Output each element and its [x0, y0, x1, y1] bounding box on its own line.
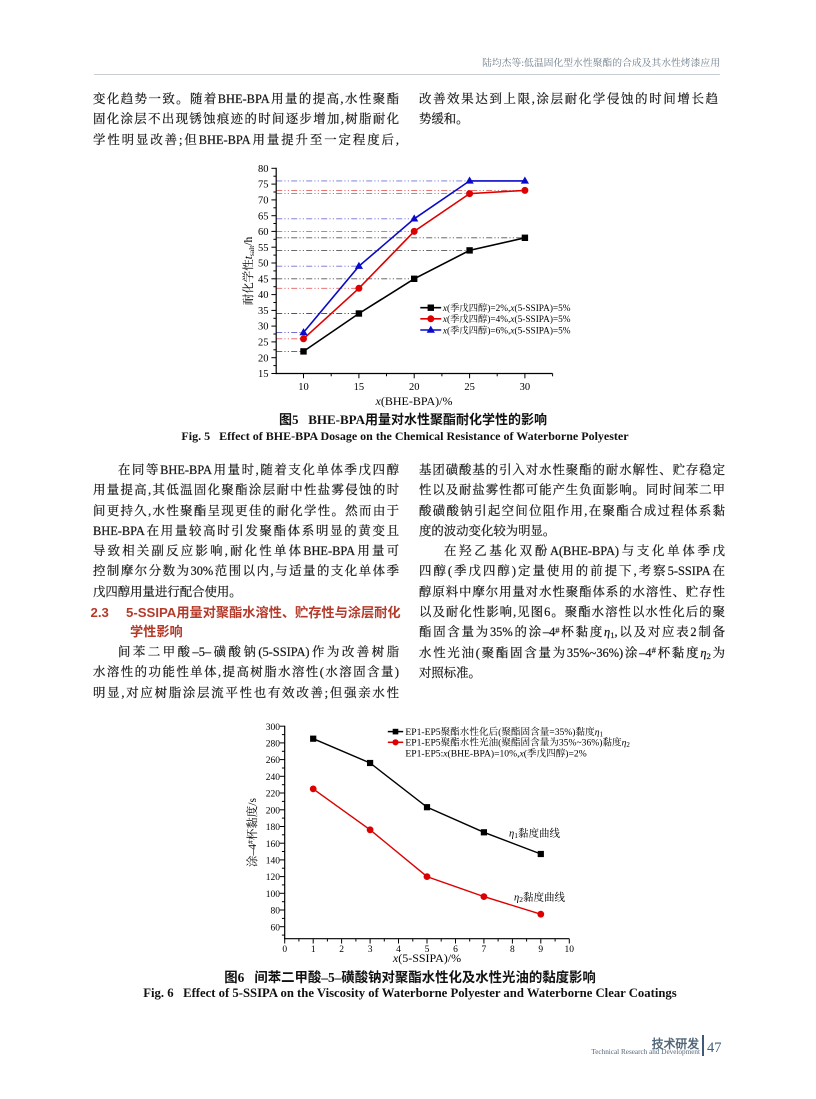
svg-text:260: 260 — [266, 756, 281, 766]
svg-text:25: 25 — [258, 338, 269, 349]
svg-text:x(季戊四醇)=4%,x(5-SSIPA)=5%: x(季戊四醇)=4%,x(5-SSIPA)=5% — [442, 313, 571, 325]
svg-text:25: 25 — [464, 382, 475, 393]
svg-text:60: 60 — [271, 923, 281, 933]
svg-text:120: 120 — [266, 873, 281, 883]
svg-text:2: 2 — [339, 945, 344, 955]
svg-text:60: 60 — [258, 227, 269, 238]
svg-text:180: 180 — [266, 823, 281, 833]
svg-text:10: 10 — [565, 945, 575, 955]
svg-text:EP1-EP5聚酯水性光油(聚酯固含量为35%~36%)黏度: EP1-EP5聚酯水性光油(聚酯固含量为35%~36%)黏度η2 — [405, 737, 630, 750]
svg-text:9: 9 — [538, 945, 543, 955]
svg-text:30: 30 — [520, 382, 531, 393]
svg-text:EP1-EP5聚酯水性化后(聚酯固含量=35%)黏度η1: EP1-EP5聚酯水性化后(聚酯固含量=35%)黏度η1 — [405, 726, 603, 739]
svg-text:η2黏度曲线: η2黏度曲线 — [514, 891, 565, 905]
svg-text:1: 1 — [311, 945, 316, 955]
svg-text:65: 65 — [258, 211, 269, 222]
svg-text:40: 40 — [258, 290, 269, 301]
svg-text:70: 70 — [258, 196, 269, 207]
svg-text:80: 80 — [271, 907, 281, 917]
svg-text:240: 240 — [266, 773, 281, 783]
svg-text:280: 280 — [266, 740, 281, 750]
svg-text:160: 160 — [266, 840, 281, 850]
svg-text:6: 6 — [453, 945, 458, 955]
svg-text:涂–4#杯黏度/s: 涂–4#杯黏度/s — [245, 798, 259, 867]
svg-text:8: 8 — [510, 945, 515, 955]
svg-text:EP1-EP5:x(BHE-BPA)=10%,x(季戊四醇): EP1-EP5:x(BHE-BPA)=10%,x(季戊四醇)=2% — [405, 747, 586, 759]
svg-text:15: 15 — [258, 369, 269, 380]
svg-text:x(季戊四醇)=6%,x(5-SSIPA)=5%: x(季戊四醇)=6%,x(5-SSIPA)=5% — [442, 324, 571, 336]
svg-text:50: 50 — [258, 259, 269, 270]
svg-text:x(季戊四醇)=2%,x(5-SSIPA)=5%: x(季戊四醇)=2%,x(5-SSIPA)=5% — [442, 302, 571, 314]
svg-text:5: 5 — [425, 945, 430, 955]
svg-text:10: 10 — [298, 382, 309, 393]
svg-text:3: 3 — [368, 945, 373, 955]
svg-text:x(BHE-BPA)/%: x(BHE-BPA)/% — [375, 394, 453, 408]
svg-text:80: 80 — [258, 164, 269, 175]
svg-text:20: 20 — [409, 382, 420, 393]
svg-text:140: 140 — [266, 857, 281, 867]
svg-text:7: 7 — [482, 945, 487, 955]
svg-text:45: 45 — [258, 274, 269, 285]
svg-text:30: 30 — [258, 322, 269, 333]
svg-text:0: 0 — [282, 945, 287, 955]
svg-text:100: 100 — [266, 890, 281, 900]
svg-text:220: 220 — [266, 790, 281, 800]
svg-text:200: 200 — [266, 806, 281, 816]
svg-text:20: 20 — [258, 353, 269, 364]
svg-text:15: 15 — [354, 382, 365, 393]
svg-text:x(5-SSIPA)/%: x(5-SSIPA)/% — [392, 951, 461, 965]
svg-text:75: 75 — [258, 180, 269, 191]
svg-text:η1黏度曲线: η1黏度曲线 — [509, 827, 560, 841]
svg-text:55: 55 — [258, 243, 269, 254]
svg-text:35: 35 — [258, 306, 269, 317]
svg-text:耐化学性tsalt/h: 耐化学性tsalt/h — [241, 236, 256, 305]
svg-text:300: 300 — [266, 723, 281, 733]
svg-text:4: 4 — [396, 945, 401, 955]
